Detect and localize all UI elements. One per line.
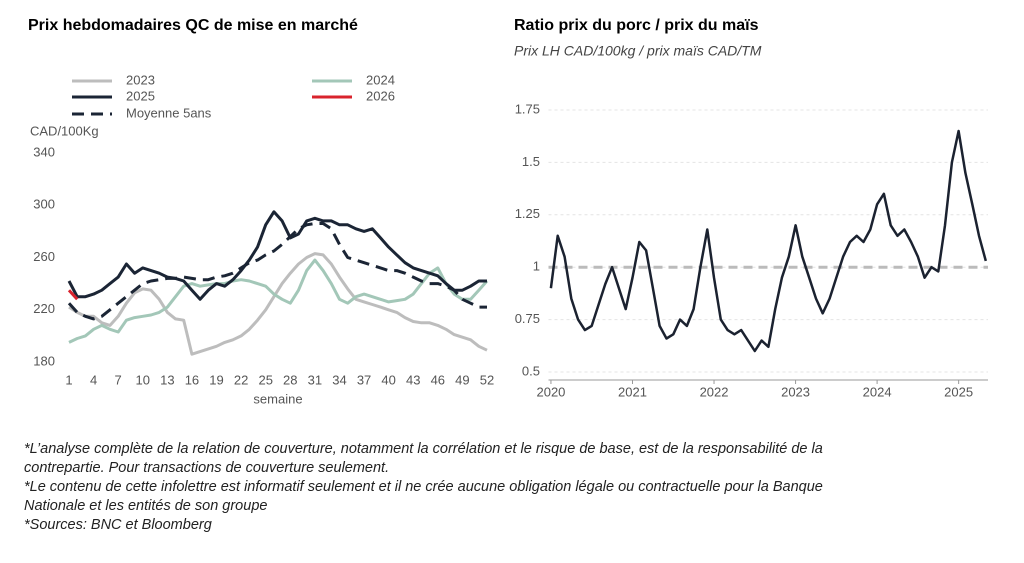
x-tick-label: 28 [283, 372, 297, 387]
y-axis-label: CAD/100Kg [30, 123, 99, 138]
x-tick-label: 2025 [944, 384, 973, 399]
x-tick-label: 52 [480, 372, 494, 387]
y-tick-label: 300 [33, 197, 55, 212]
y-tick-label: 0.5 [522, 363, 540, 378]
x-tick-label: 25 [258, 372, 272, 387]
legend-label: 2023 [126, 72, 155, 87]
x-tick-label: 19 [209, 372, 223, 387]
series-line [68, 252, 488, 356]
y-tick-label: 1.75 [515, 101, 540, 116]
series-line [67, 210, 487, 301]
y-tick-label: 0.75 [515, 311, 540, 326]
chart-title: Ratio prix du porc / prix du maïs [514, 17, 759, 34]
x-tick-label: 31 [308, 372, 322, 387]
series-line [67, 289, 79, 301]
footnotes: *L’analyse complète de la relation de co… [24, 440, 874, 535]
y-tick-label: 220 [33, 301, 55, 316]
legend-label: 2024 [366, 72, 395, 87]
series-line [68, 258, 489, 344]
x-tick-label: 2020 [536, 384, 565, 399]
y-tick-label: 180 [33, 353, 55, 368]
x-axis-label: semaine [253, 391, 302, 406]
charts: Prix hebdomadaires QC de mise en marché … [28, 17, 988, 406]
legend-label: Moyenne 5ans [126, 105, 212, 120]
x-tick-label: 10 [136, 372, 150, 387]
y-tick-label: 340 [33, 144, 55, 159]
footnote: *Sources: BNC et Bloomberg [24, 517, 212, 533]
x-tick-label: 16 [185, 372, 199, 387]
x-tick-label: 34 [332, 372, 346, 387]
footnote: *L’analyse complète de la relation de co… [24, 441, 823, 476]
y-tick-label: 260 [33, 249, 55, 264]
x-tick-label: 2024 [863, 384, 892, 399]
x-tick-label: 7 [115, 372, 122, 387]
x-tick-label: 13 [160, 372, 174, 387]
y-tick-label: 1.25 [515, 206, 540, 221]
chart-title: Prix hebdomadaires QC de mise en marché [28, 17, 358, 34]
legend-label: 2025 [126, 88, 155, 103]
y-tick-label: 1.5 [522, 154, 540, 169]
x-tick-label: 49 [455, 372, 469, 387]
x-tick-label: 40 [381, 372, 395, 387]
series-line [549, 129, 988, 353]
x-tick-label: 1 [65, 372, 72, 387]
x-tick-label: 37 [357, 372, 371, 387]
x-tick-label: 2023 [781, 384, 810, 399]
series-line [67, 222, 487, 321]
x-tick-label: 43 [406, 372, 420, 387]
y-tick-label: 1 [533, 259, 540, 274]
x-tick-label: 2021 [618, 384, 647, 399]
x-tick-label: 46 [431, 372, 445, 387]
x-tick-label: 4 [90, 372, 97, 387]
legend-label: 2026 [366, 88, 395, 103]
chart-subtitle: Prix LH CAD/100kg / prix maïs CAD/TM [514, 43, 762, 59]
footnote: *Le contenu de cette infolettre est info… [24, 479, 823, 514]
x-tick-label: 22 [234, 372, 248, 387]
x-tick-label: 2022 [700, 384, 729, 399]
